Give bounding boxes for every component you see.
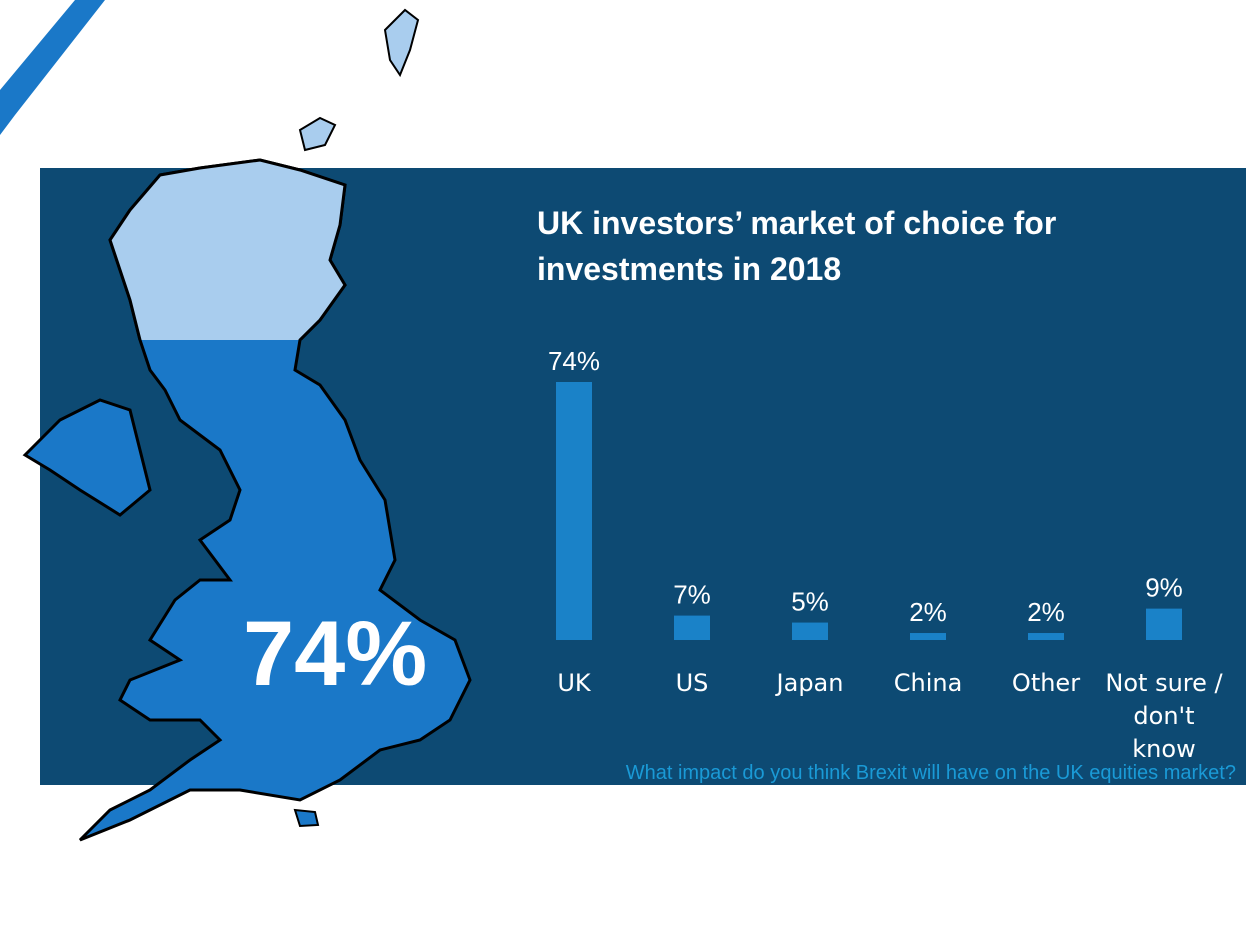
shetland	[383, 8, 420, 78]
isle-of-wight	[293, 808, 320, 828]
value-label: 7%	[673, 580, 711, 610]
category-label: Japan	[776, 669, 844, 697]
bar	[1146, 608, 1182, 640]
bar	[674, 615, 710, 640]
map	[22, 8, 472, 842]
category-label: UK	[557, 669, 591, 697]
value-label: 2%	[909, 597, 947, 627]
orkney	[298, 116, 337, 152]
scotland	[108, 158, 347, 340]
footnote: What impact do you think Brexit will hav…	[625, 762, 1236, 784]
northern-ireland	[22, 398, 152, 517]
category-label: Not sure / don't know	[1105, 669, 1223, 763]
map-label: 74%	[243, 603, 427, 705]
bar	[792, 622, 828, 640]
corner-stripe	[0, 0, 105, 135]
chart-title: UK investors’ market of choice for inves…	[537, 205, 1057, 287]
bar	[910, 633, 946, 640]
value-label: 5%	[791, 587, 829, 617]
category-label: Other	[1011, 669, 1081, 697]
value-label: 2%	[1027, 597, 1065, 627]
category-label: China	[893, 669, 963, 697]
value-label: 74%	[548, 346, 600, 376]
value-label: 9%	[1145, 573, 1183, 603]
bar	[556, 382, 592, 640]
bar	[1028, 633, 1064, 640]
category-label: US	[675, 669, 709, 697]
